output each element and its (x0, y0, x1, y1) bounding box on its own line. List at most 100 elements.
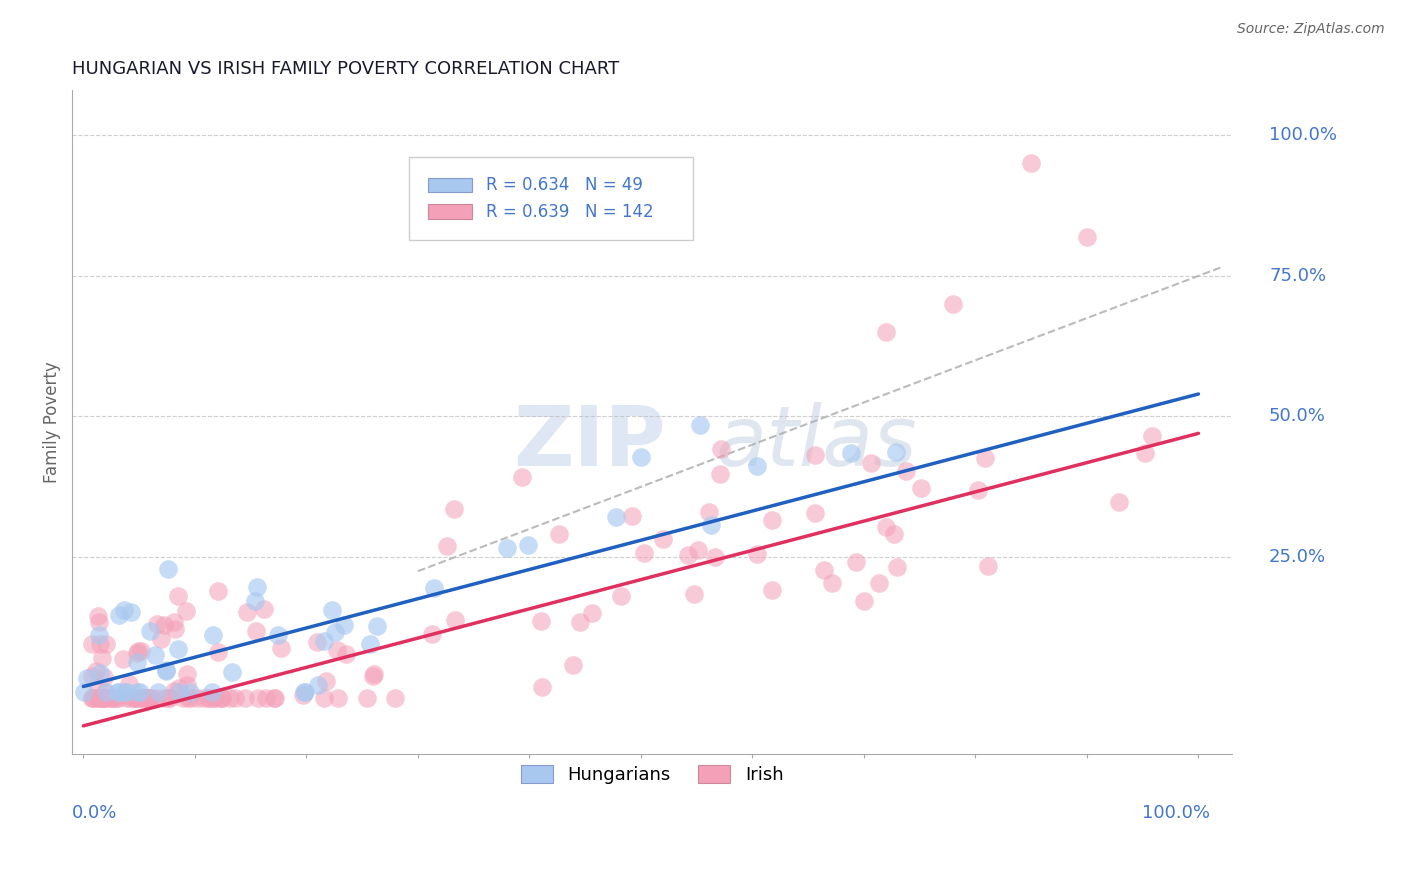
Point (89, 690, 111, 705)
Point (82, 690, 104, 705)
Point (107, 685, 129, 699)
Point (325, 643, 347, 657)
Point (176, 667, 198, 681)
Point (211, 690, 233, 705)
Point (87, 690, 110, 705)
Text: 0.0%: 0.0% (72, 804, 118, 822)
FancyBboxPatch shape (429, 204, 472, 219)
Point (186, 690, 208, 705)
Point (699, 505, 721, 519)
Point (548, 527, 571, 541)
Point (87, 627, 110, 641)
Point (156, 690, 179, 705)
Point (101, 690, 124, 705)
Point (745, 458, 768, 473)
Point (127, 656, 149, 670)
Point (138, 624, 160, 638)
Point (292, 685, 315, 699)
Point (86, 683, 108, 698)
Point (166, 641, 188, 656)
Point (149, 632, 172, 647)
Point (127, 685, 149, 699)
Point (270, 640, 292, 655)
Point (761, 583, 783, 598)
Point (120, 605, 142, 619)
Point (93, 684, 115, 698)
Text: R = 0.634: R = 0.634 (486, 177, 569, 194)
Text: 100.0%: 100.0% (1142, 804, 1209, 822)
Point (689, 417, 711, 432)
Point (107, 690, 129, 705)
Point (610, 589, 633, 603)
Point (87, 609, 110, 624)
Point (152, 690, 174, 705)
Point (512, 470, 534, 484)
Point (128, 690, 150, 705)
Point (710, 442, 733, 456)
Point (201, 690, 224, 705)
Point (233, 690, 256, 705)
Point (93, 690, 115, 705)
Point (96, 637, 118, 651)
Point (163, 684, 186, 698)
Point (363, 666, 385, 681)
Point (114, 685, 136, 699)
Point (163, 615, 186, 629)
Point (174, 604, 197, 618)
Point (84, 665, 107, 679)
Point (384, 690, 406, 705)
Point (1140, 428, 1163, 442)
Point (745, 547, 768, 561)
Point (703, 549, 725, 564)
Point (803, 506, 825, 520)
Point (335, 647, 357, 661)
Point (115, 690, 138, 705)
Point (139, 690, 162, 705)
Point (517, 538, 540, 552)
Point (942, 297, 965, 311)
Point (568, 615, 591, 629)
Point (82, 669, 104, 683)
Point (966, 483, 988, 497)
Text: 75.0%: 75.0% (1270, 267, 1326, 285)
Point (129, 643, 152, 657)
Text: ZIP: ZIP (513, 401, 665, 483)
Text: HUNGARIAN VS IRISH FAMILY POVERTY CORRELATION CHART: HUNGARIAN VS IRISH FAMILY POVERTY CORREL… (72, 60, 620, 78)
Point (197, 690, 219, 705)
Point (633, 546, 655, 560)
Point (134, 690, 156, 705)
Point (122, 690, 145, 705)
Point (845, 555, 868, 569)
Point (886, 560, 908, 574)
Point (120, 690, 142, 705)
Point (127, 644, 149, 658)
Point (201, 685, 224, 699)
Text: N = 142: N = 142 (585, 202, 654, 220)
Point (100, 690, 122, 705)
Legend: Hungarians, Irish: Hungarians, Irish (513, 757, 790, 791)
Point (80, 690, 103, 705)
Point (683, 587, 706, 601)
Point (245, 624, 267, 638)
Point (688, 543, 710, 558)
Point (359, 636, 381, 650)
Point (875, 325, 897, 339)
Point (530, 614, 553, 628)
Point (86, 690, 108, 705)
Point (138, 690, 160, 705)
Point (263, 690, 285, 705)
Point (496, 541, 519, 555)
Point (581, 606, 603, 620)
Point (112, 651, 135, 665)
Point (263, 690, 285, 705)
Point (709, 467, 731, 481)
Point (176, 678, 198, 692)
Point (166, 590, 188, 604)
Point (266, 627, 288, 641)
Point (107, 685, 129, 699)
Point (191, 690, 214, 705)
Point (105, 690, 128, 705)
Point (91, 690, 114, 705)
Point (246, 690, 269, 705)
Text: atlas: atlas (716, 401, 918, 483)
